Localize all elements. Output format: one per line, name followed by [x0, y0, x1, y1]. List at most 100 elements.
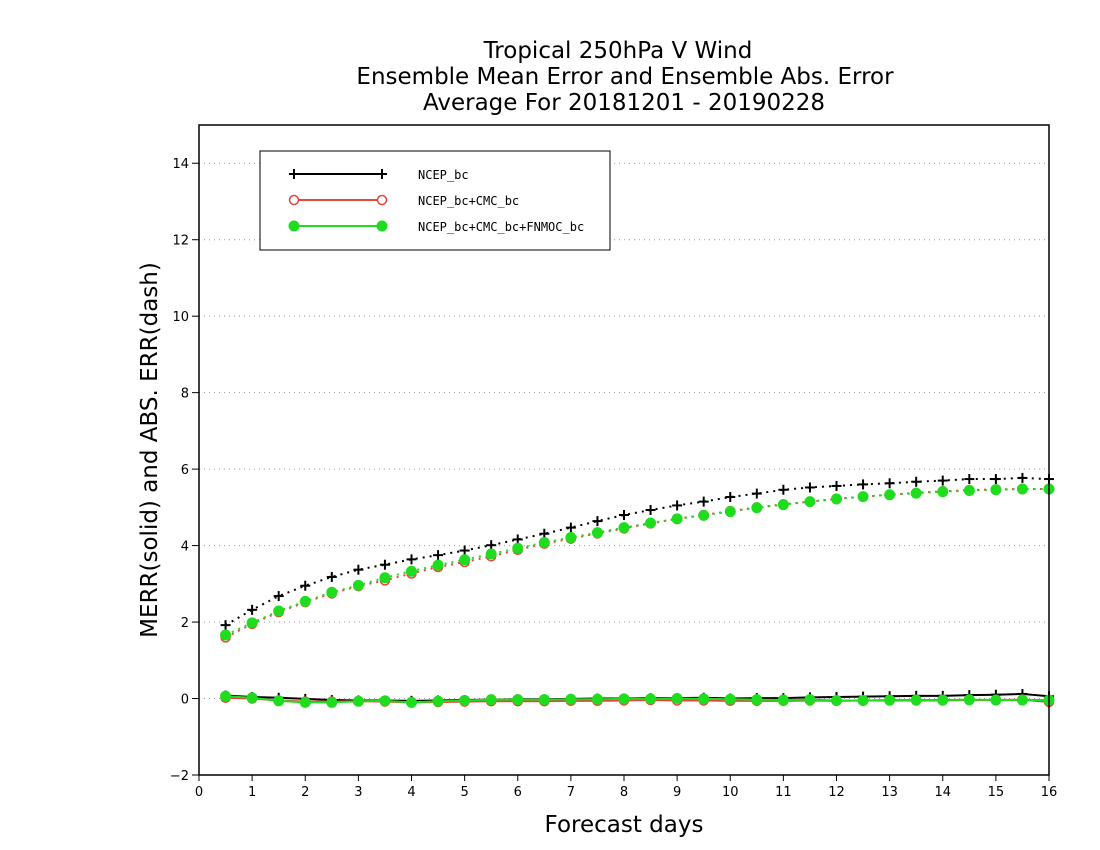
x-tick-label: 9	[673, 785, 681, 800]
abs-err-point	[591, 527, 603, 539]
x-tick-label: 8	[620, 785, 628, 800]
legend-label: NCEP_bc+CMC_bc+FNMOC_bc	[418, 220, 584, 234]
abs-err-point	[459, 554, 471, 566]
abs-err-point	[485, 548, 497, 560]
abs-err-point	[432, 559, 444, 571]
x-tick-label: 6	[514, 785, 522, 800]
abs-err-point	[538, 537, 550, 549]
abs-err-point	[751, 502, 763, 514]
merr-point	[804, 694, 816, 706]
abs-err-line	[225, 476, 1050, 626]
merr-point	[246, 692, 258, 704]
merr-point	[831, 694, 842, 706]
abs-err-point	[858, 479, 869, 490]
y-tick-label: 2	[181, 616, 189, 631]
y-axis-label: MERR(solid) and ABS. ERR(dash)	[137, 262, 163, 638]
abs-err-point	[804, 482, 815, 493]
title-line-2: Ensemble Mean Error and Ensemble Abs. Er…	[356, 64, 894, 90]
y-tick-label: 6	[181, 463, 189, 478]
legend-entry: NCEP_bc	[289, 168, 469, 182]
legend-label: NCEP_bc+CMC_bc	[418, 194, 519, 208]
title-line-1: Tropical 250hPa V Wind	[483, 38, 753, 64]
series-2	[220, 483, 1055, 708]
merr-point	[299, 696, 311, 708]
chart-title: Tropical 250hPa V Wind Ensemble Mean Err…	[356, 38, 894, 116]
abs-err-point	[379, 572, 391, 584]
x-tick-label: 15	[988, 785, 1005, 800]
gridlines	[199, 162, 1049, 776]
x-tick-label: 1	[248, 785, 256, 800]
abs-err-point	[1016, 483, 1028, 495]
abs-err-point	[778, 484, 789, 495]
title-line-3: Average For 20181201 - 20190228	[423, 90, 825, 116]
y-tick-label: 4	[181, 540, 189, 555]
abs-err-point	[273, 605, 285, 617]
abs-err-point	[220, 629, 232, 641]
abs-err-point	[963, 485, 975, 497]
merr-point	[990, 694, 1002, 706]
merr-point	[538, 694, 550, 706]
y-axis: −2 0 2 4 6 8 10 12 14	[170, 157, 199, 784]
abs-err-point	[299, 595, 311, 607]
abs-err-point	[831, 493, 842, 505]
merr-point	[724, 693, 736, 705]
y-tick-label: 10	[172, 310, 189, 325]
abs-err-point	[273, 591, 284, 602]
merr-point	[432, 695, 444, 707]
abs-err-point	[724, 506, 736, 518]
y-tick-label: 12	[172, 234, 189, 249]
abs-err-point	[512, 542, 524, 554]
abs-err-point	[326, 571, 337, 582]
abs-err-point	[937, 486, 949, 498]
x-tick-label: 7	[567, 785, 575, 800]
merr-point	[963, 694, 975, 706]
series-1	[220, 483, 1055, 708]
merr-point	[671, 693, 683, 705]
abs-err-point	[246, 617, 258, 629]
abs-err-line	[225, 488, 1049, 636]
merr-point	[937, 694, 949, 706]
abs-err-point	[247, 604, 258, 615]
abs-err-point	[777, 499, 789, 511]
merr-point	[645, 693, 657, 705]
abs-err-point	[565, 532, 577, 544]
merr-point	[406, 696, 417, 708]
legend-entry: NCEP_bc+CMC_bc+FNMOC_bc	[288, 220, 584, 234]
y-tick-label: 14	[172, 157, 189, 172]
x-axis-label: Forecast days	[545, 812, 704, 838]
abs-err-point	[725, 492, 736, 503]
y-tick-label: 0	[181, 693, 189, 708]
merr-point	[485, 694, 497, 706]
abs-err-point	[751, 488, 762, 499]
merr-point	[565, 693, 577, 705]
abs-err-point	[910, 487, 922, 499]
x-tick-label: 2	[301, 785, 309, 800]
merr-point	[857, 694, 869, 706]
merr-point	[884, 694, 896, 706]
abs-err-point	[804, 496, 816, 508]
abs-err-point	[353, 564, 364, 575]
abs-err-point	[884, 478, 895, 489]
abs-err-point	[352, 579, 364, 591]
legend-marker	[288, 220, 300, 232]
abs-err-point	[1017, 472, 1028, 483]
abs-err-point	[964, 474, 975, 485]
abs-err-point	[433, 550, 444, 561]
x-tick-label: 5	[460, 785, 468, 800]
abs-err-point	[619, 510, 629, 520]
y-tick-label: −2	[170, 769, 189, 784]
legend-marker	[376, 220, 388, 232]
abs-err-point	[406, 565, 417, 577]
merr-point	[352, 695, 364, 707]
x-tick-label: 11	[775, 785, 792, 800]
legend-marker	[376, 194, 388, 206]
abs-err-point	[645, 517, 657, 529]
abs-err-point	[379, 559, 390, 570]
abs-err-point	[220, 620, 231, 631]
abs-err-point	[911, 476, 922, 487]
merr-point	[379, 695, 391, 707]
legend-entry: NCEP_bc+CMC_bc	[288, 194, 519, 208]
x-axis: 0 1 2 3 4 5 6 7 8 9 10 11 12 13 14 15 16	[195, 775, 1057, 800]
abs-err-point	[698, 509, 710, 521]
